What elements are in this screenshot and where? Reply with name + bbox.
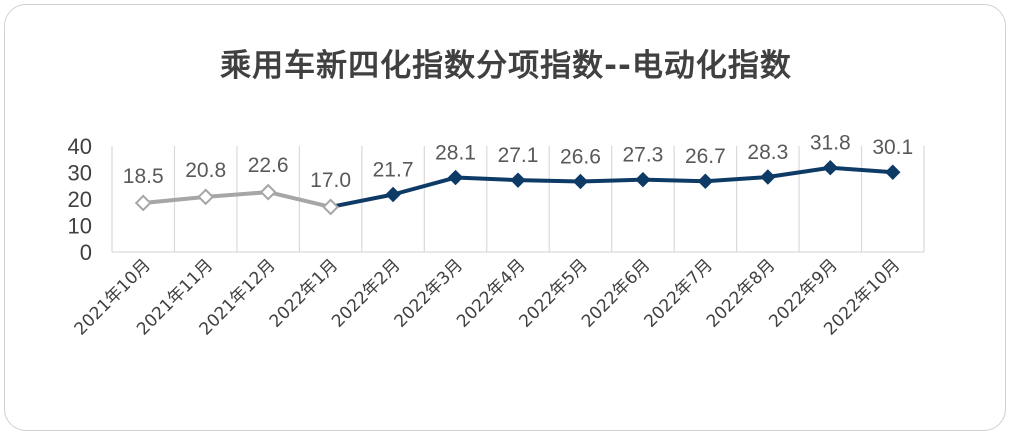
data-point [197,188,215,206]
data-label: 27.3 [622,144,663,167]
data-label: 28.1 [435,142,476,165]
data-point [760,169,776,185]
data-label: 26.6 [560,146,601,169]
data-labels: 18.5 20.8 22.6 17.0 21.7 28.1 27.1 26.6 27.3 26.7… [123,132,913,192]
series-line-history [143,190,332,209]
data-point [510,172,526,188]
chart-title: 乘用车新四化指数分项指数--电动化指数 [220,48,792,84]
y-tick-label: 40 [68,134,92,159]
series-line-current [330,165,893,209]
data-point [885,164,901,180]
data-label: 28.3 [747,141,788,164]
data-label: 21.7 [373,158,414,181]
data-label: 18.5 [123,165,164,188]
data-point [822,160,839,176]
series-lines [143,165,893,209]
data-point [385,186,401,203]
y-tick-label: 0 [80,240,92,265]
data-label: 27.1 [498,144,539,167]
data-point [697,173,714,189]
data-label: 30.1 [872,136,913,159]
data-label: 31.8 [810,132,851,155]
data-points [134,160,901,216]
data-point [447,169,464,186]
x-axis-ticks: 2021年10月2021年11月2021年12月2022年1月2022年2月20… [71,255,905,339]
data-point [572,173,589,190]
y-tick-label: 30 [68,161,92,186]
data-point [134,194,152,212]
data-point [322,198,340,216]
data-point [635,171,651,188]
grid-lines [111,146,925,253]
chart-frame [4,4,1006,431]
y-tick-label: 10 [68,214,92,239]
data-label: 22.6 [248,154,289,177]
data-label: 26.7 [685,145,726,168]
data-label: 20.8 [185,159,226,182]
y-tick-label: 20 [68,187,92,212]
data-label: 17.0 [310,169,351,192]
data-point [259,183,277,201]
